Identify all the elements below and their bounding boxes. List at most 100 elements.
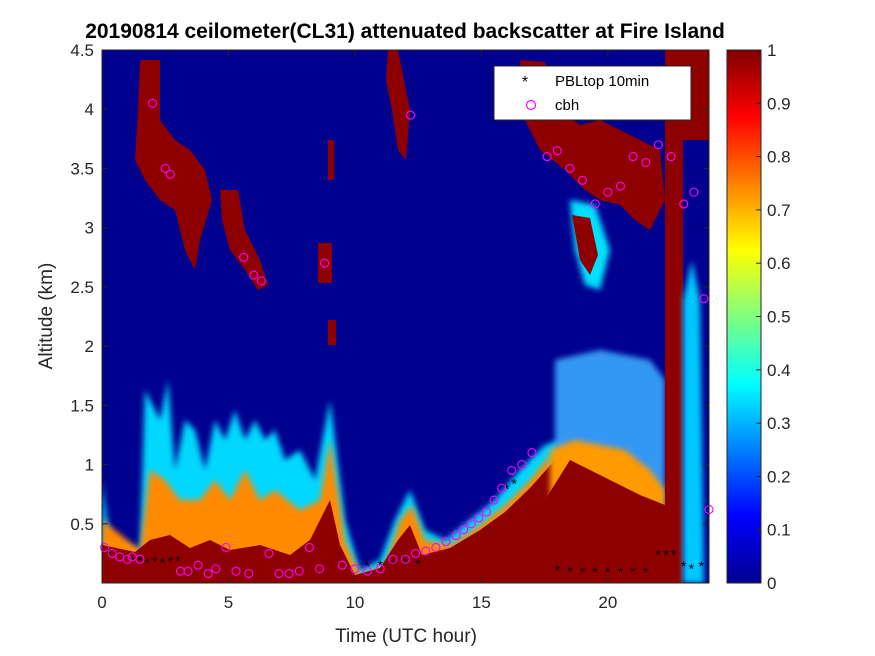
colorbar-tick-label: 0.9 [767,94,791,113]
cbh-point [565,163,575,173]
colorbar-tick-label: 0.2 [767,467,791,486]
cbh-point [552,146,562,156]
cbh-point [400,554,411,564]
cbh-point [577,175,588,185]
cbh-point [337,560,347,570]
pbltop-point: * [130,552,136,568]
cbh-point [363,566,373,576]
cbh-point [148,98,158,108]
cbh-point [431,542,441,553]
pbltop-point: * [630,564,636,580]
x-axis: 0 5 10 15 20 [97,50,617,612]
pbltop-series: * * * * * * * * * * * * * * ** ** * * * * * * ** * ** * * [107,475,705,580]
cbh-point [99,542,110,553]
y-tick-label: 3 [85,219,94,238]
cbh-point [603,187,613,197]
cbh-point [474,513,484,523]
morning-cloud-layer [135,60,212,270]
pbltop-point: * [175,552,181,568]
colorbar-tick-label: 0 [767,574,776,593]
legend: * PBLtop 10min cbh [493,65,692,121]
colorbar-tick-label: 0.8 [767,148,791,167]
cbh-point [375,564,385,574]
cloud-fragment-9h-high [328,140,334,180]
cbh-point [406,110,416,120]
x-axis-label: Time (UTC hour) [335,626,477,647]
cbh-point [507,465,517,476]
pbltop-point: * [618,564,624,580]
cbh-point [274,568,284,579]
cbh-point [466,519,476,529]
cbh-point [666,152,676,162]
cbh-point [350,564,360,574]
pbltop-point: * [145,555,151,571]
cbh-point [699,294,709,304]
afternoon-mixed-layer-core [540,460,665,583]
y-tick-label: 3.5 [70,159,94,178]
morning-cloud-fragment [220,190,268,290]
y-axis-label: Altitude (km) [36,263,57,370]
cbh-point [165,169,175,179]
evening-cloud-fragments-core [572,215,598,275]
cbh-point [122,554,132,564]
cbh-point [497,483,507,493]
colorbar-tick-label: 0.1 [767,521,791,540]
colorbar-tick-label: 0.7 [767,201,791,220]
pbltop-point: * [580,564,586,580]
plot-frame [101,49,710,584]
pbltop-point: * [137,552,143,568]
cloud-fragment-12h [386,50,410,160]
y-tick-label: 1.5 [70,396,94,415]
cloud-fragment-9h [318,243,332,283]
y-tick-label: 4 [85,100,94,119]
chart-title: 20190814 ceilometer(CL31) attenuated bac… [85,20,725,43]
y-axis: 0.5 1 1.5 2 2.5 3 3.5 4 4.5 [70,41,709,534]
cbh-point [221,542,231,553]
boundary-layer-dense [102,460,560,583]
pbltop-point: * [681,558,687,574]
cbh-point [459,525,469,535]
cbh-point [517,460,527,470]
cbh-point [183,566,193,576]
pbltop-point: * [160,555,166,571]
cbh-point [451,531,461,541]
pbltop-point: * [512,475,518,491]
x-tick-label: 5 [224,593,233,612]
cbh-point [421,546,431,556]
pbltop-point: * [122,550,128,566]
cbh-point [256,276,266,286]
colorbar-tick-label: 0.6 [767,254,791,273]
cbh-point [107,548,117,558]
pbltop-point: * [114,548,120,564]
pbltop-point: * [592,564,598,580]
late-day-plume [683,260,704,583]
cbh-point [284,568,294,579]
cbh-point [249,270,259,280]
colorbar-tick-label: 0.3 [767,414,791,433]
y-tick-label: 2.5 [70,278,94,297]
pbltop-point: * [671,546,677,562]
cbh-point [615,181,626,191]
cbh-point [211,564,221,574]
pbltop-point: * [403,555,409,571]
cbh-point [160,163,170,173]
legend-box [493,65,692,121]
cbh-point [193,560,203,570]
cbh-point [264,548,274,558]
cbh-point [653,140,663,150]
x-tick-label: 15 [472,593,491,612]
pbltop-point: * [555,562,561,578]
legend-asterisk-marker: * [522,74,528,91]
cbh-point [294,566,304,576]
y-tick-label: 4.5 [70,41,94,60]
pbltop-point: * [107,546,113,562]
pbltop-point: * [689,561,695,577]
colorbar-tick-label: 0.4 [767,361,791,380]
cbh-point [411,548,421,558]
legend-label-pbltop: PBLtop 10min [555,73,649,90]
cbh-point [590,199,600,209]
cbh-point [527,448,537,458]
colorbar-gradient [726,49,762,584]
late-day-cloud-column [665,50,683,583]
cbh-point [314,564,325,574]
